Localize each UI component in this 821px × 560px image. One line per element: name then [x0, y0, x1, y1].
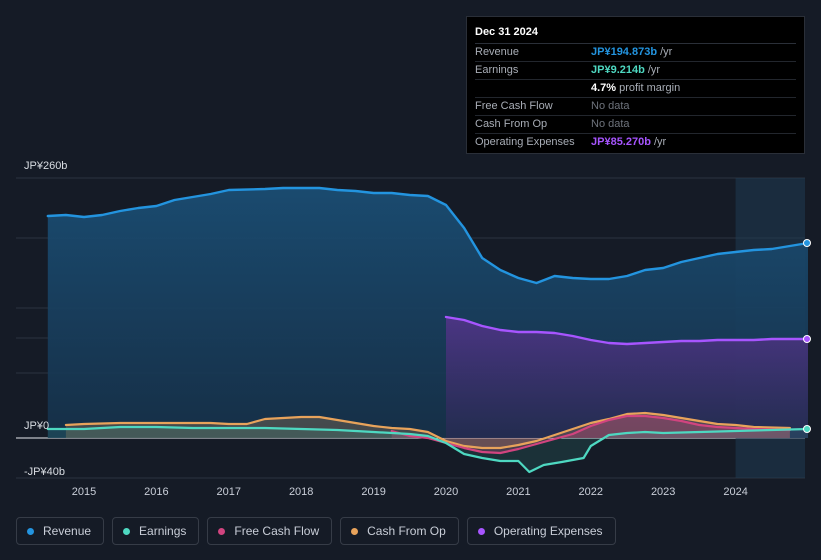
legend-dot-icon	[477, 527, 485, 535]
y-tick-label-bottom: -JP¥40b	[24, 466, 65, 478]
free-cash-flow-line	[390, 414, 791, 455]
x-tick-label: 2022	[578, 486, 604, 498]
legend-label: Earnings	[139, 524, 187, 538]
tooltip-label: Free Cash Flow	[475, 100, 553, 112]
legend-dot-icon	[218, 527, 226, 535]
tooltip-row-free-cash-flow: Free Cash Flow No data	[475, 98, 796, 116]
tooltip-panel: Dec 31 2024 Revenue JP¥194.873b/yr Earni…	[466, 16, 805, 154]
series-layer	[46, 186, 810, 474]
revenue-end-marker	[803, 239, 811, 247]
earnings-end-marker	[803, 425, 811, 433]
x-tick-label: 2016	[144, 486, 169, 498]
legend-dot-icon	[123, 527, 131, 535]
tooltip-label: Revenue	[475, 46, 520, 58]
tooltip-unit: /yr	[647, 64, 661, 76]
tooltip-row-earnings: Earnings JP¥9.214b/yr	[475, 62, 796, 80]
legend: Revenue Earnings Free Cash Flow Cash Fro…	[16, 517, 616, 545]
x-tick-label: 2024	[723, 486, 748, 498]
tooltip-value: No data	[591, 100, 630, 112]
tooltip-date: Dec 31 2024	[475, 23, 796, 44]
x-tick-label: 2017	[216, 486, 242, 498]
tooltip-value: No data	[591, 118, 630, 130]
tooltip-row-cash-from-op: Cash From Op No data	[475, 116, 796, 134]
legend-dot-icon	[351, 527, 359, 535]
legend-dot-icon	[27, 527, 34, 535]
tooltip-value: JP¥85.270b	[591, 136, 651, 148]
tooltip-unit: /yr	[653, 136, 667, 148]
earnings-line	[46, 425, 810, 474]
x-tick-label: 2020	[433, 486, 459, 498]
y-tick-label-top: JP¥260b	[24, 160, 68, 172]
operating-expenses-end-marker	[803, 335, 811, 343]
tooltip-label: Earnings	[475, 64, 519, 76]
legend-label: Revenue	[43, 524, 92, 538]
tooltip-value: 4.7%	[591, 82, 617, 94]
tooltip-row-revenue: Revenue JP¥194.873b/yr	[475, 44, 796, 62]
free-cash-flow-area	[391, 416, 790, 453]
x-tick-label: 2023	[650, 486, 676, 498]
legend-label: Operating Expenses	[493, 524, 603, 538]
tooltip-label: Cash From Op	[475, 118, 548, 130]
tooltip-value: JP¥9.214b	[591, 64, 645, 76]
legend-item-free-cash-flow[interactable]: Free Cash Flow	[207, 517, 333, 545]
revenue-line	[46, 186, 810, 285]
operating-expenses-area	[446, 317, 808, 438]
cash-from-op-line	[64, 411, 791, 450]
legend-label: Cash From Op	[367, 524, 446, 538]
tooltip-label	[475, 80, 591, 97]
cash-from-op-area	[65, 413, 790, 448]
x-tick-label: 2018	[288, 486, 314, 498]
legend-item-revenue[interactable]: Revenue	[16, 517, 105, 545]
y-tick-label-zero: JP¥0	[24, 420, 50, 432]
legend-item-earnings[interactable]: Earnings	[112, 517, 200, 545]
legend-label: Free Cash Flow	[234, 524, 320, 538]
tooltip-row-operating-expenses: Operating Expenses JP¥85.270b/yr	[475, 134, 796, 151]
operating-expenses-line	[444, 315, 810, 346]
tooltip-value: JP¥194.873b	[591, 46, 658, 58]
tooltip-unit: /yr	[660, 46, 673, 58]
legend-item-operating-expenses[interactable]: Operating Expenses	[466, 517, 616, 545]
tooltip-label: Operating Expenses	[475, 136, 575, 148]
tooltip-unit: profit margin	[619, 82, 681, 94]
x-tick-label: 2015	[71, 486, 97, 498]
end-markers	[803, 239, 811, 433]
x-tick-label: 2021	[506, 486, 531, 498]
tooltip-row-profit-margin: 4.7% profit margin	[475, 80, 796, 98]
x-tick-label: 2019	[361, 486, 386, 498]
legend-item-cash-from-op[interactable]: Cash From Op	[340, 517, 459, 545]
